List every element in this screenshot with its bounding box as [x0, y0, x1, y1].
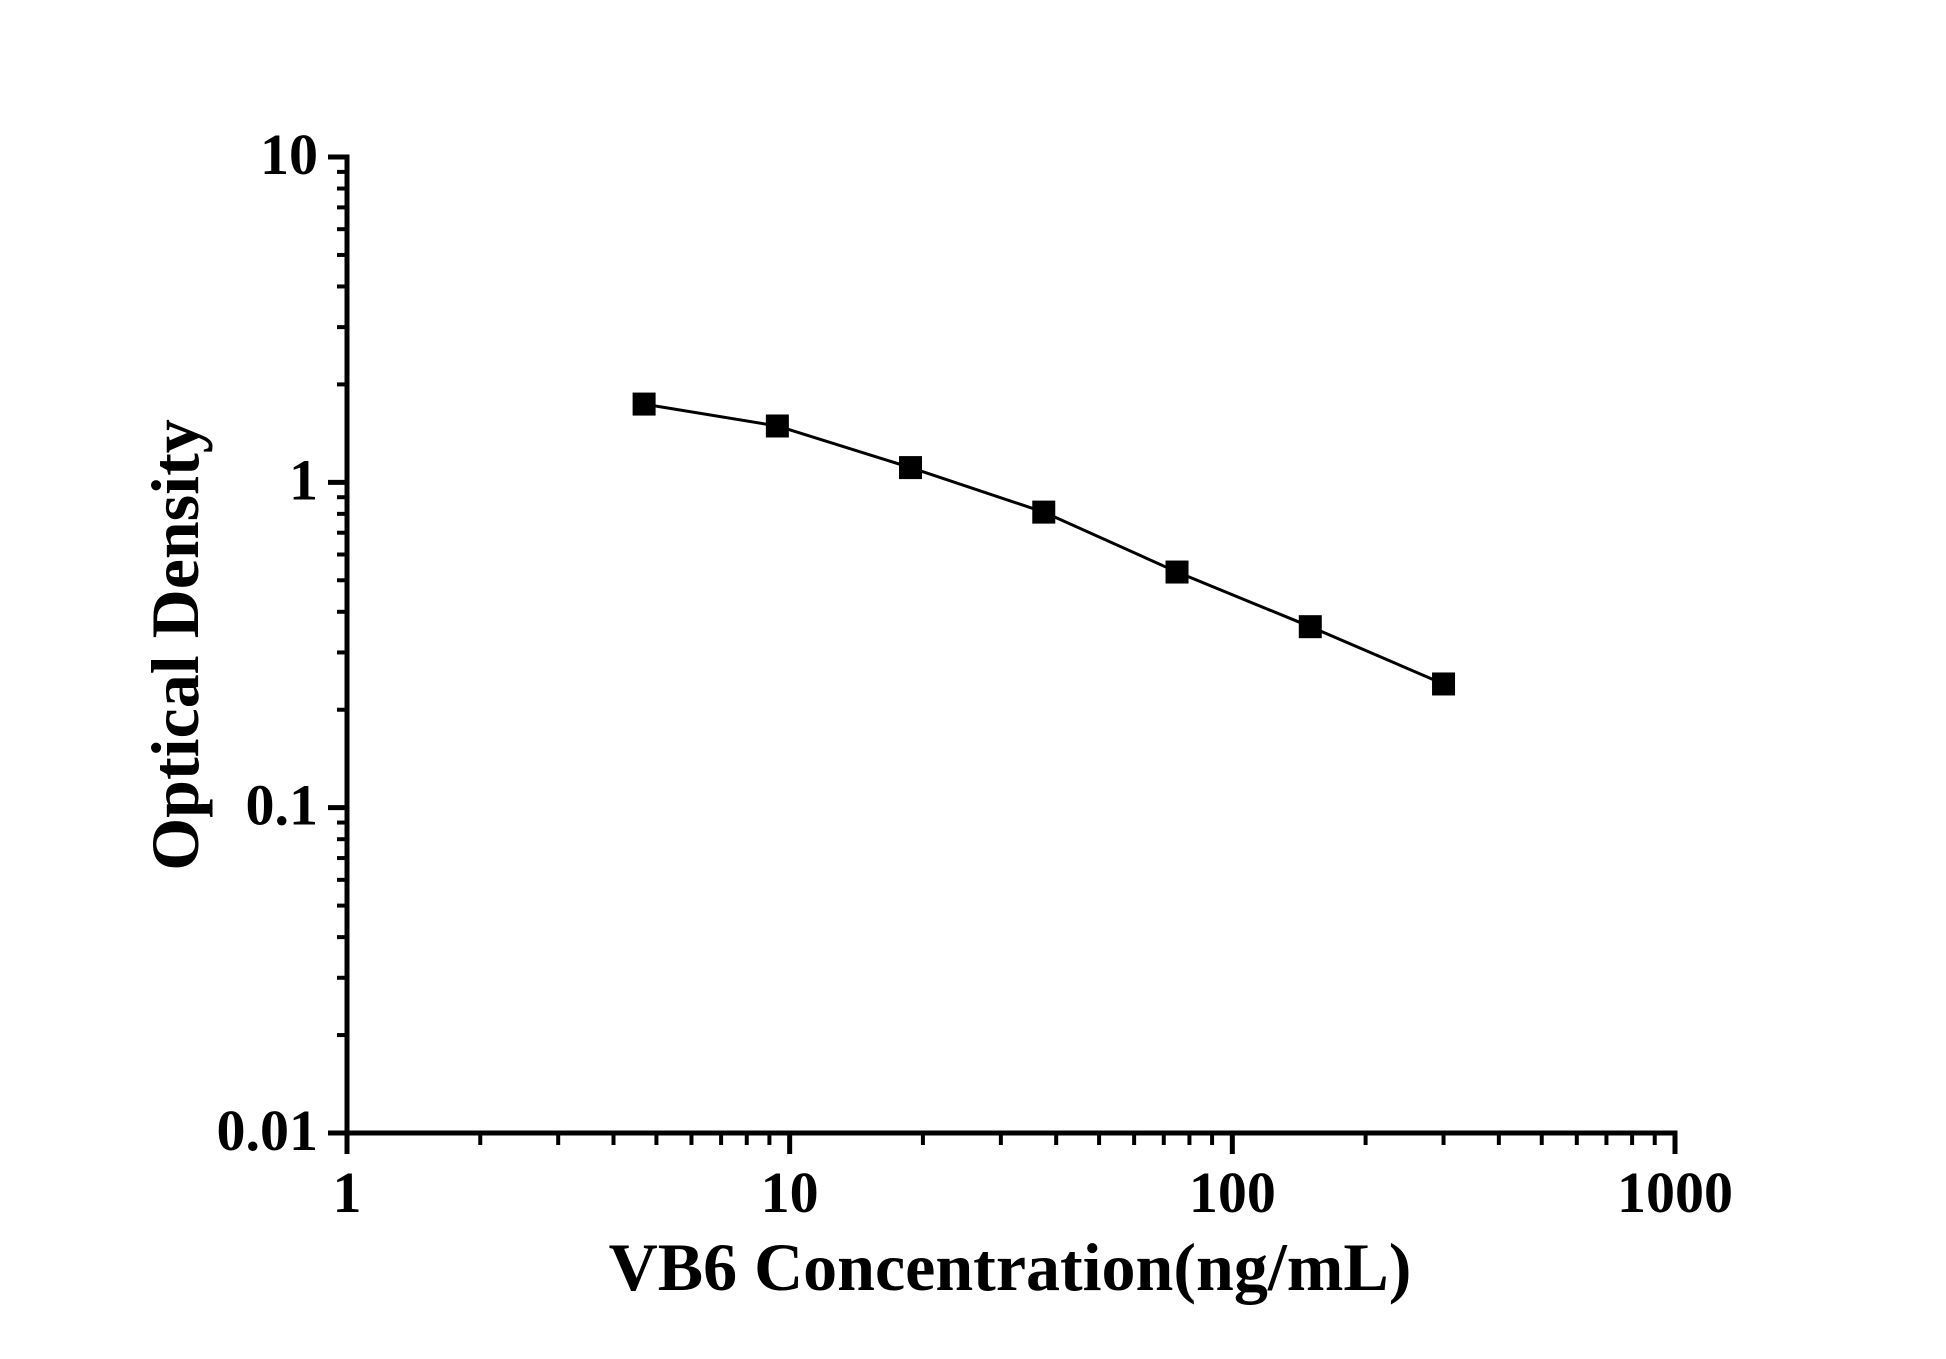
y-tick-label: 0.1: [246, 773, 319, 838]
x-tick-label: 100: [1189, 1160, 1276, 1225]
data-point-marker: [899, 456, 923, 480]
y-tick-label: 1: [289, 447, 318, 512]
data-point-marker: [1432, 672, 1456, 696]
data-point-marker: [1298, 615, 1322, 639]
y-axis-title: Optical Density: [137, 419, 213, 871]
standard-curve-line: [643, 402, 1445, 686]
x-tick-label: 1000: [1617, 1160, 1733, 1225]
y-tick-label: 0.01: [217, 1098, 319, 1163]
x-axis-title: VB6 Concentration(ng/mL): [608, 1229, 1412, 1305]
data-point-marker: [1032, 500, 1056, 524]
data-point-marker: [632, 392, 656, 416]
y-tick-label: 10: [260, 122, 318, 187]
x-tick-label: 1: [333, 1160, 362, 1225]
data-point-marker: [1165, 560, 1189, 584]
data-point-marker: [765, 414, 789, 438]
x-tick-label: 10: [761, 1160, 819, 1225]
